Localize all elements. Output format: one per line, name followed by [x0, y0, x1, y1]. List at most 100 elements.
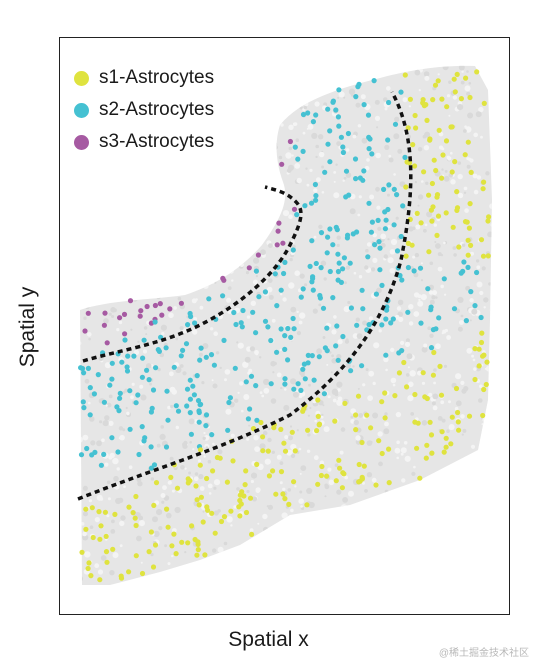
tissue-texture-dot	[485, 171, 490, 176]
point-s2	[352, 156, 359, 162]
tissue-texture-dot	[310, 551, 316, 557]
tissue-texture-dot	[384, 412, 388, 416]
tissue-texture-dot	[408, 105, 411, 108]
tissue-texture-dot	[305, 167, 308, 170]
tissue-texture-dot	[359, 510, 364, 514]
tissue-texture-dot	[392, 383, 396, 387]
point-s1	[436, 127, 442, 133]
tissue-texture-dot	[358, 195, 362, 199]
point-s2	[428, 304, 434, 310]
point-s2	[353, 176, 359, 182]
tissue-texture-dot	[394, 447, 401, 454]
tissue-texture-dot	[89, 416, 95, 422]
point-s2	[385, 137, 391, 143]
tissue-texture-dot	[377, 226, 382, 231]
point-s3	[221, 277, 227, 283]
point-s2	[81, 405, 87, 411]
point-s2	[399, 277, 405, 283]
tissue-texture-dot	[223, 262, 228, 267]
tissue-texture-dot	[314, 79, 319, 84]
tissue-texture-dot	[174, 199, 178, 202]
point-s1	[79, 549, 85, 555]
tissue-texture-dot	[448, 114, 451, 117]
tissue-texture-dot	[371, 477, 377, 483]
tissue-texture-dot	[306, 127, 309, 130]
point-s1	[456, 244, 462, 250]
tissue-texture-dot	[318, 151, 325, 158]
point-s1	[412, 419, 418, 425]
tissue-texture-dot	[284, 545, 287, 548]
tissue-texture-dot	[385, 368, 388, 372]
tissue-texture-dot	[485, 527, 492, 533]
tissue-texture-dot	[460, 314, 464, 318]
tissue-texture-dot	[333, 571, 336, 575]
tissue-texture-dot	[287, 449, 293, 456]
tissue-texture-dot	[333, 192, 340, 199]
tissue-texture-dot	[324, 574, 328, 578]
tissue-texture-dot	[229, 86, 236, 93]
point-s2	[336, 260, 342, 266]
tissue-texture-dot	[452, 95, 458, 100]
point-s2	[180, 347, 186, 353]
point-s1	[429, 450, 435, 456]
point-s1	[418, 220, 424, 226]
point-s1	[228, 508, 234, 514]
tissue-texture-dot	[252, 279, 258, 285]
point-s2	[307, 263, 313, 269]
point-s1	[483, 381, 489, 388]
tissue-texture-dot	[397, 148, 403, 154]
point-s1	[364, 412, 370, 418]
tissue-texture-dot	[262, 430, 268, 436]
tissue-texture-dot	[131, 382, 135, 386]
tissue-texture-dot	[109, 184, 113, 189]
point-s2	[206, 296, 212, 302]
tissue-texture-dot	[280, 72, 283, 75]
point-s2	[139, 374, 145, 380]
point-s2	[80, 399, 86, 405]
point-s1	[185, 476, 191, 482]
point-s2	[383, 352, 389, 358]
point-s1	[260, 434, 266, 440]
point-s2	[150, 387, 157, 393]
tissue-texture-dot	[424, 479, 429, 483]
point-s1	[486, 214, 492, 220]
tissue-texture-dot	[372, 257, 378, 263]
point-s2	[465, 264, 471, 270]
tissue-texture-dot	[167, 480, 172, 485]
tissue-texture-dot	[366, 242, 372, 247]
point-s2	[124, 368, 131, 374]
point-s1	[448, 441, 454, 447]
point-s2	[335, 357, 341, 363]
tissue-texture-dot	[137, 481, 143, 487]
point-s2	[173, 403, 179, 409]
tissue-texture-dot	[285, 152, 292, 159]
tissue-texture-dot	[465, 285, 471, 291]
point-s1	[424, 442, 430, 448]
point-s1	[282, 448, 289, 454]
tissue-texture-dot	[150, 553, 154, 557]
tissue-texture-dot	[290, 453, 296, 459]
tissue-texture-dot	[282, 297, 287, 302]
point-s2	[95, 372, 101, 378]
tissue-texture-dot	[278, 155, 283, 160]
tissue-texture-dot	[492, 520, 495, 523]
tissue-texture-dot	[100, 295, 106, 301]
point-s1	[152, 542, 159, 548]
tissue-texture-dot	[175, 265, 179, 270]
tissue-texture-dot	[142, 349, 148, 354]
tissue-texture-dot	[376, 205, 381, 210]
point-s2	[79, 365, 86, 372]
point-s2	[343, 194, 349, 200]
tissue-texture-dot	[424, 131, 431, 138]
point-s2	[192, 320, 198, 326]
point-s1	[427, 136, 433, 142]
point-s2	[361, 102, 367, 108]
tissue-texture-dot	[265, 78, 269, 83]
point-s3	[122, 331, 128, 337]
point-s1	[443, 444, 449, 450]
point-s1	[218, 518, 225, 525]
tissue-texture-dot	[80, 226, 83, 229]
tissue-texture-dot	[443, 175, 450, 182]
tissue-texture-dot	[207, 483, 213, 489]
point-s1	[90, 534, 96, 541]
